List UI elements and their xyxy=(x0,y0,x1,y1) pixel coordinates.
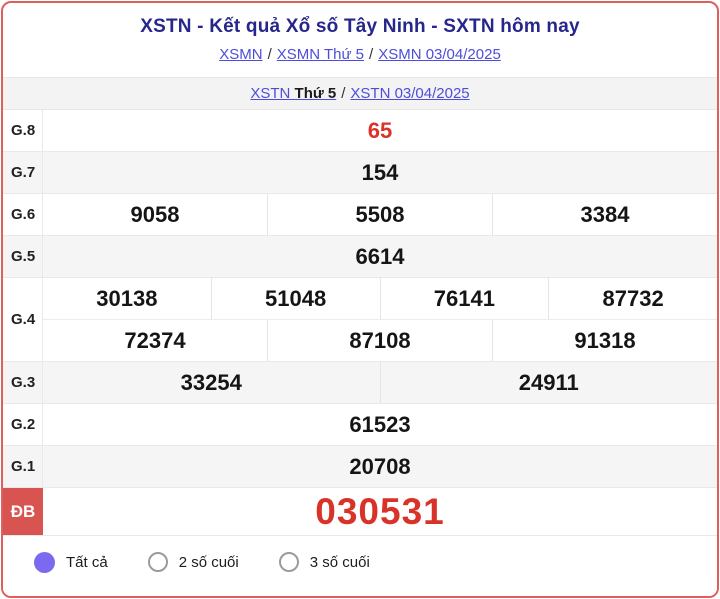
prize-line: 30138 51048 76141 87732 xyxy=(43,278,717,319)
prize-number: 91318 xyxy=(492,320,717,361)
prize-line: 9058 5508 3384 xyxy=(43,194,717,235)
prize-cells: 30138 51048 76141 87732 72374 87108 91318 xyxy=(43,278,717,361)
prize-number: 87108 xyxy=(267,320,492,361)
prize-line: 6614 xyxy=(43,236,717,277)
breadcrumb-link-xstn: XSTN xyxy=(250,85,291,102)
filter-option-label: 2 số cuối xyxy=(178,553,239,571)
prize-label: G.1 xyxy=(3,446,43,487)
breadcrumb-separator: / xyxy=(369,46,374,63)
special-prize-label: ĐB xyxy=(3,488,43,535)
radio-unselected-icon[interactable] xyxy=(278,552,299,572)
prize-number: 65 xyxy=(367,117,393,143)
filter-option-label: 3 số cuối xyxy=(309,553,370,571)
prize-cells: 65 xyxy=(43,110,717,151)
breadcrumb-separator: / xyxy=(341,85,346,102)
prize-label: G.3 xyxy=(3,362,43,403)
prize-cells: 33254 24911 xyxy=(43,362,717,403)
prize-number: 154 xyxy=(361,159,399,185)
prize-number: 20708 xyxy=(349,453,411,479)
breadcrumb-current-day: Thứ 5 xyxy=(294,85,337,102)
prize-number: 3384 xyxy=(492,194,717,235)
prize-cells: 9058 5508 3384 xyxy=(43,194,717,235)
prize-label: G.8 xyxy=(3,110,43,151)
prize-number: 87732 xyxy=(548,278,717,319)
prize-row: ĐB 030531 xyxy=(3,488,717,536)
prize-row: G.6 9058 5508 3384 xyxy=(3,194,717,236)
sub-breadcrumb-bar: XSTN Thứ 5/XSTN 03/04/2025 xyxy=(3,77,717,110)
header: XSTN - Kết quả Xổ số Tây Ninh - SXTN hôm… xyxy=(3,3,717,77)
prize-label: G.4 xyxy=(3,278,43,361)
breadcrumb-link-xsmn[interactable]: XSMN xyxy=(219,46,263,63)
prize-cells: 030531 xyxy=(43,488,717,535)
prize-label: G.2 xyxy=(3,404,43,445)
prize-line: 33254 24911 xyxy=(43,362,717,403)
prize-line: 030531 xyxy=(43,488,717,535)
prize-number: 6614 xyxy=(355,243,405,269)
breadcrumb: XSMN / XSMN Thứ 5/XSMN 03/04/2025 xyxy=(3,46,717,64)
prize-line: 154 xyxy=(43,152,717,193)
prize-label: G.6 xyxy=(3,194,43,235)
prize-cells: 154 xyxy=(43,152,717,193)
breadcrumb-link-xstn-thu5[interactable]: XSTN Thứ 5 xyxy=(250,85,336,102)
radio-selected-icon[interactable] xyxy=(34,552,55,573)
prize-row: G.4 30138 51048 76141 87732 72374 87108 91318 xyxy=(3,278,717,362)
prize-number: 72374 xyxy=(124,327,186,353)
prize-cells: 20708 xyxy=(43,446,717,487)
prize-line: 65 xyxy=(43,110,717,151)
prize-number: 9058 xyxy=(130,201,180,227)
prize-row: G.3 33254 24911 xyxy=(3,362,717,404)
breadcrumb-link-xsmn-date[interactable]: XSMN 03/04/2025 xyxy=(378,46,501,63)
page-title: XSTN - Kết quả Xổ số Tây Ninh - SXTN hôm… xyxy=(140,16,580,37)
prize-label: G.7 xyxy=(3,152,43,193)
prize-cells: 61523 xyxy=(43,404,717,445)
prize-line: 61523 xyxy=(43,404,717,445)
prize-row: G.1 20708 xyxy=(3,446,717,488)
prize-number: 51048 xyxy=(210,278,380,319)
footer-filter: Tất cả 2 số cuối 3 số cuối xyxy=(3,536,717,596)
filter-option[interactable]: 2 số cuối xyxy=(147,552,239,572)
prize-line: 20708 xyxy=(43,446,717,487)
prize-number: 24911 xyxy=(379,362,718,403)
prize-line: 72374 87108 91318 xyxy=(43,319,717,361)
prize-number: 5508 xyxy=(267,194,492,235)
prize-row: G.7 154 xyxy=(3,152,717,194)
prize-label: G.5 xyxy=(3,236,43,277)
prize-number: 61523 xyxy=(349,411,411,437)
breadcrumb-link-xstn-date[interactable]: XSTN 03/04/2025 xyxy=(350,85,470,102)
filter-option[interactable]: 3 số cuối xyxy=(278,552,370,572)
radio-unselected-icon[interactable] xyxy=(147,552,168,572)
prize-number: 30138 xyxy=(96,285,158,311)
results-table: G.8 65 G.7 154 G.6 9058 5508 3384 G.5 6614 G.4 3013… xyxy=(3,110,717,536)
filter-option[interactable]: Tất cả xyxy=(34,552,108,573)
prize-cells: 6614 xyxy=(43,236,717,277)
breadcrumb-link-xsmn-thu5[interactable]: XSMN Thứ 5 xyxy=(276,46,365,63)
prize-number: 76141 xyxy=(379,278,549,319)
filter-option-label: Tất cả xyxy=(66,554,108,571)
breadcrumb-separator: / xyxy=(267,46,272,63)
prize-row: G.2 61523 xyxy=(3,404,717,446)
prize-row: G.8 65 xyxy=(3,110,717,152)
prize-row: G.5 6614 xyxy=(3,236,717,278)
special-prize-number: 030531 xyxy=(315,490,445,532)
prize-number: 33254 xyxy=(180,369,242,395)
